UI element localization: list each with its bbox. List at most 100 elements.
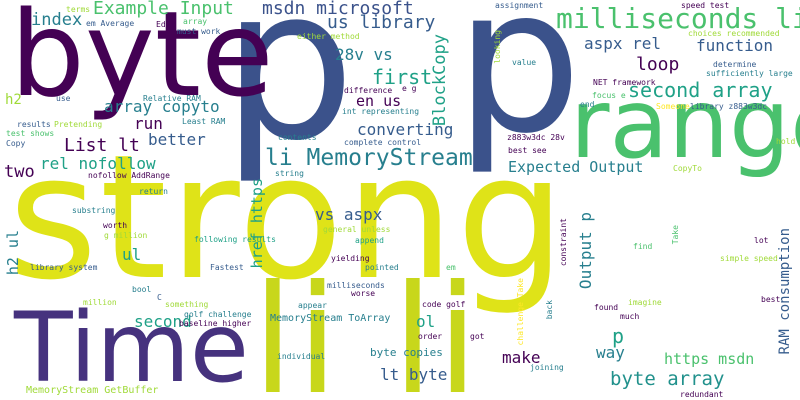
word-general-unless: general unless [323,225,391,234]
word-bool: bool [132,285,152,294]
word-converting: converting [357,120,454,139]
word-g-million: g million [104,231,148,240]
word-edit: Edit [156,20,176,29]
word-msdn-microsoft: msdn microsoft [262,0,414,19]
word-results: results [17,120,51,129]
word-pretending: Pretending [54,120,103,129]
word-someone: Someone [656,102,690,111]
word-ol: ol [416,312,436,331]
word-lt-byte: lt byte [380,365,448,384]
word-array-copyto: array copyto [104,97,220,116]
word-aspx-rel: aspx rel [584,34,662,53]
word-en-us: en us [356,92,402,110]
word-substring: substring [72,206,116,215]
word-href-https: href https [248,178,266,269]
word-difference: difference [344,86,393,95]
word-order: order [418,332,443,341]
word-value: value [512,58,537,67]
word-use: use [56,94,71,103]
word-second-array: second array [628,78,773,102]
word-test-shows: test shows [6,129,55,138]
word-milliseconds-li: milliseconds li [556,2,800,35]
word-milliseconds-small: milliseconds [327,281,385,290]
word-baseline-higher: baseline higher [179,319,252,328]
word-code-golf: code golf [422,300,466,309]
word-something: something [165,300,209,309]
word-li-li: li li [252,254,482,400]
word-us-library: us library [327,12,436,33]
word-p: p [222,0,356,187]
word-yielding: yielding [331,254,370,263]
word-redundant: redundant [680,390,724,399]
word-e-g: e g [402,84,417,93]
word-got: got [470,332,485,341]
word-looking: looking [493,30,502,64]
word-relative-ram: Relative RAM [143,94,201,103]
word-worth: worth [103,221,128,230]
word-least-ram: Least RAM [182,117,226,126]
word-appear: appear [298,301,327,310]
word-ul: ul [122,245,142,264]
word-library-z883w3dc: library z883w3dc [690,102,768,111]
word-byte-copies: byte copies [370,346,443,359]
word-28v-vs: 28v vs [335,45,393,64]
word-list-lt: List lt [64,135,140,156]
word-back: back [545,300,554,320]
word-two: two [4,162,35,182]
word-much: much [620,312,640,321]
word-h2-ul: h2 ul [4,230,22,276]
word-example-input: Example Input [93,0,234,19]
word-vs-aspx: vs aspx [315,205,383,224]
word-find: find [633,242,653,251]
word-hold: hold [776,137,796,146]
word-https-msdn: https msdn [664,350,755,368]
word-simple-speed: simple speed [720,254,778,263]
word-run: run [134,114,163,133]
word-append: append [355,236,384,245]
word-individual: individual [277,352,326,361]
word-sufficiently-large: sufficiently large [706,69,793,78]
word-rel-nofollow: rel nofollow [40,154,156,173]
word-determine: determine [713,60,757,69]
word-return: return [139,187,168,196]
word-c: C [157,293,162,302]
word-strong: strong [8,117,568,318]
word-second: second [134,312,192,331]
word-complete-control: complete control [344,138,422,147]
word-memorystream-toarray: MemoryStream ToArray [270,313,391,324]
word-first: first [372,65,433,89]
word-p: p [455,0,582,178]
word-either-method: either method [297,32,360,41]
word-focus-e: focus e [592,91,626,100]
word-pointed: pointed [365,263,399,272]
word-blockcopy: BlockCopy [430,34,450,127]
word-p-small: p [612,324,625,348]
word-golf-challenge: golf challenge [184,310,252,319]
word-end: end [580,100,595,109]
word-copy: Copy [6,139,26,148]
word-range: range [570,68,800,180]
word-function: function [696,36,774,55]
word-make: make [502,348,541,367]
word-constraint: constraint [559,218,568,267]
word-time: Time [14,292,249,400]
word-loop: loop [636,54,680,75]
word-net-framework: NET framework [593,78,656,87]
word-found: found [594,303,619,312]
word-h2: h2 [5,92,22,108]
word-take: Take [671,225,680,245]
word-better: better [148,130,206,149]
word-nofollow-addrange: nofollow AddRange [88,171,170,180]
word-following-results: following results [194,235,276,244]
word-byte: byte [10,0,274,123]
word-em-average: em Average [86,19,135,28]
word-best: best [761,295,781,304]
word-copyto: CopyTo [673,164,702,173]
word-must-work: must work [177,27,221,36]
word-terms: terms [66,5,91,14]
word-way: way [596,343,625,362]
word-fastest: Fastest [210,263,244,272]
word-int-representing: int representing [342,107,420,116]
word-best-see: best see [508,146,547,155]
